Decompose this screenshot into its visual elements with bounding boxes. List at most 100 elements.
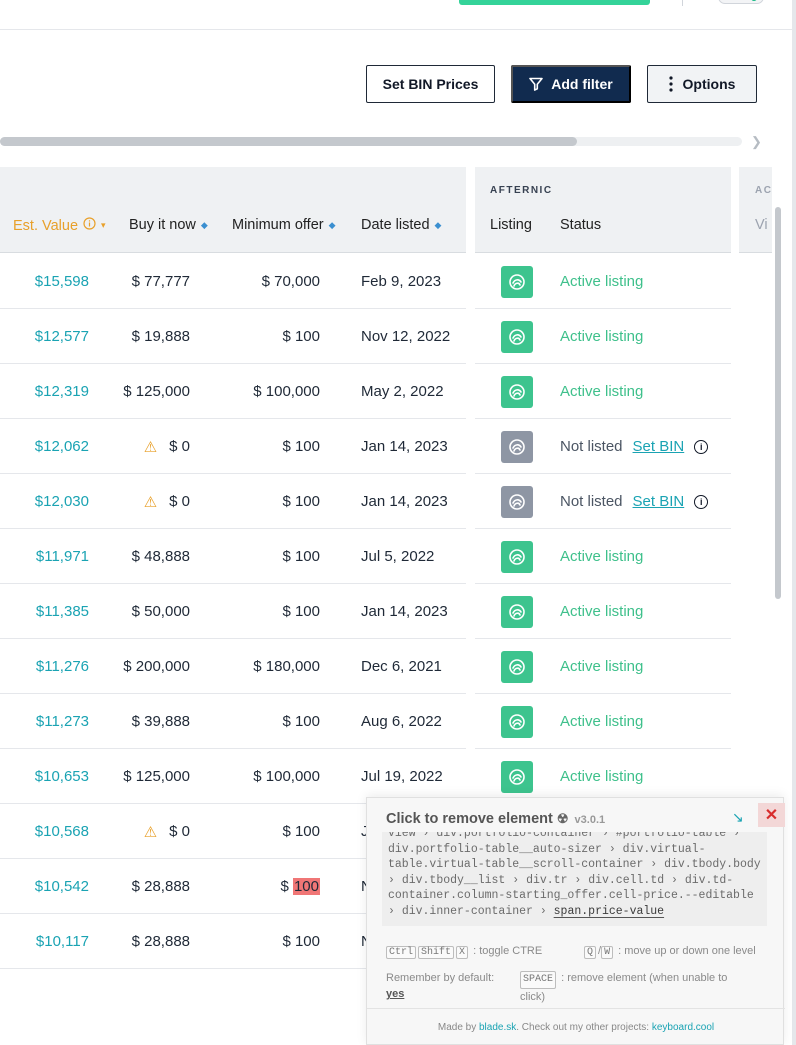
- minimum-offer-cell[interactable]: $ 100,000: [253, 749, 320, 804]
- minimum-offer-cell[interactable]: $ 100: [282, 309, 320, 364]
- buy-it-now-cell[interactable]: $ 48,888: [132, 529, 190, 584]
- primary-action-button[interactable]: [459, 0, 650, 5]
- minimum-offer-cell[interactable]: $ 100: [282, 584, 320, 639]
- est-value-cell[interactable]: $10,542: [34, 878, 89, 895]
- minimum-offer-cell[interactable]: $ 180,000: [253, 639, 320, 694]
- vertical-scrollbar[interactable]: [772, 167, 784, 1045]
- price-value-highlighted[interactable]: 100: [292, 878, 320, 895]
- path-segment[interactable]: div.inner-container: [401, 904, 533, 918]
- minimum-offer-cell[interactable]: $ 100: [282, 474, 320, 529]
- path-segment[interactable]: div.cell.td: [588, 873, 665, 887]
- buy-it-now-cell[interactable]: $ 39,888: [132, 694, 190, 749]
- est-value-cell[interactable]: $10,117: [35, 933, 89, 950]
- afternic-icon[interactable]: [501, 650, 533, 683]
- path-segment[interactable]: div.tbody__list: [401, 873, 506, 887]
- path-segment[interactable]: div.portfolio-container: [436, 832, 596, 840]
- buy-it-now-cell[interactable]: $ 77,777: [132, 254, 190, 309]
- est-value-cell[interactable]: $11,276: [35, 658, 89, 675]
- est-value-cell[interactable]: $12,319: [34, 383, 89, 400]
- info-icon[interactable]: i: [694, 494, 709, 509]
- sort-desc-icon[interactable]: ▾: [101, 220, 106, 230]
- buy-it-now-cell[interactable]: ⚠ $ 0: [144, 419, 190, 474]
- afternic-icon[interactable]: [501, 760, 533, 793]
- afternic-icon[interactable]: [501, 430, 533, 463]
- est-value-cell[interactable]: $10,568: [34, 823, 89, 840]
- buy-it-now-cell[interactable]: $ 125,000: [123, 364, 190, 419]
- buy-it-now-cell[interactable]: ⚠ $ 0: [144, 474, 190, 529]
- minimum-offer-cell[interactable]: $ 70,000: [262, 254, 320, 309]
- keyboard-cool-link[interactable]: keyboard.cool: [651, 1022, 715, 1033]
- buy-it-now-cell[interactable]: $ 28,888: [132, 914, 190, 969]
- buy-it-now-cell[interactable]: $ 28,888: [132, 859, 190, 914]
- minimum-offer-cell[interactable]: $ 100: [282, 694, 320, 749]
- toggle-switch[interactable]: [718, 0, 764, 4]
- afternic-icon[interactable]: [501, 705, 533, 738]
- buy-it-now-cell[interactable]: $ 200,000: [123, 639, 190, 694]
- est-value-cell[interactable]: $12,062: [34, 438, 89, 455]
- afternic-icon[interactable]: [501, 485, 533, 518]
- path-segment[interactable]: #portfolio-table: [615, 832, 727, 840]
- sort-icon[interactable]: ◆: [434, 219, 442, 230]
- toggle-hint: Ctrl Shift X : toggle CTRE: [386, 945, 542, 959]
- est-value-cell[interactable]: $15,598: [34, 273, 89, 290]
- horizontal-scrollbar[interactable]: [0, 134, 742, 148]
- minimum-offer-cell[interactable]: $ 100: [282, 529, 320, 584]
- buy-it-now-cell[interactable]: $ 50,000: [132, 584, 190, 639]
- remember-yes-link[interactable]: yes: [386, 988, 405, 1000]
- path-segment[interactable]: div.tr: [526, 873, 568, 887]
- minimize-icon[interactable]: ↘: [732, 809, 744, 825]
- scrollbar-thumb[interactable]: [0, 137, 577, 146]
- column-header-buy-it-now[interactable]: Buy it now ◆: [129, 217, 208, 233]
- est-value-cell[interactable]: $12,577: [34, 328, 89, 345]
- path-segment[interactable]: div.tbody.body: [664, 858, 761, 871]
- scrollbar-thumb[interactable]: [775, 207, 781, 599]
- info-icon[interactable]: i: [694, 439, 709, 454]
- scroll-right-icon[interactable]: ❯: [751, 134, 762, 149]
- set-bin-link[interactable]: Set BIN: [632, 493, 685, 510]
- afternic-icon[interactable]: [501, 320, 533, 353]
- afternic-icon[interactable]: [501, 595, 533, 628]
- author-link[interactable]: blade.sk: [479, 1022, 517, 1033]
- minimum-offer-cell[interactable]: $ 100: [280, 859, 320, 914]
- info-icon[interactable]: [83, 217, 96, 234]
- minimum-offer-cell[interactable]: $ 100: [282, 419, 320, 474]
- afternic-icon[interactable]: [501, 265, 533, 298]
- column-header-date-listed[interactable]: Date listed ◆: [361, 217, 441, 233]
- est-value-cell[interactable]: $10,653: [34, 768, 89, 785]
- row-divider: [475, 748, 731, 749]
- sort-icon[interactable]: ◆: [200, 219, 208, 230]
- est-value-cell[interactable]: $11,385: [35, 603, 89, 620]
- add-filter-button[interactable]: Add filter: [511, 65, 631, 103]
- minimum-offer-cell[interactable]: $ 100,000: [253, 364, 320, 419]
- date-listed-cell: Jul 19, 2022: [361, 768, 443, 785]
- buy-it-now-cell[interactable]: ⚠ $ 0: [144, 804, 190, 859]
- minimum-offer-cell[interactable]: $ 100: [282, 914, 320, 969]
- path-segment[interactable]: view: [388, 832, 416, 840]
- column-header-est-value[interactable]: Est. Value ▾: [13, 217, 106, 234]
- set-bin-prices-button[interactable]: Set BIN Prices: [366, 65, 495, 103]
- row-divider: [0, 418, 466, 419]
- path-segment[interactable]: span.price-value: [553, 904, 665, 918]
- afternic-icon[interactable]: [501, 540, 533, 573]
- buy-it-now-cell[interactable]: $ 19,888: [132, 309, 190, 364]
- afternic-icon[interactable]: [501, 375, 533, 408]
- set-bin-link[interactable]: Set BIN: [632, 438, 685, 455]
- close-button[interactable]: ✕: [758, 803, 785, 827]
- est-value-cell[interactable]: $11,971: [35, 548, 89, 565]
- path-segment[interactable]: div.td-container.column-starting_offer.c…: [388, 873, 754, 903]
- status-cell: Active listing: [560, 529, 643, 584]
- date-listed-cell: Jul 5, 2022: [361, 548, 435, 565]
- path-segment[interactable]: div.virtual-table.virtual-table__scroll-…: [388, 842, 706, 872]
- buy-it-now-cell[interactable]: $ 125,000: [123, 749, 190, 804]
- table-row: $10,653 $ 125,000 $ 100,000 Jul 19, 2022 Act…: [0, 749, 772, 804]
- column-header-minimum-offer[interactable]: Minimum offer ◆: [232, 217, 336, 233]
- est-value-cell[interactable]: $11,273: [35, 713, 89, 730]
- table-row: $12,030 ⚠ $ 0 $ 100 Jan 14, 2023 Not listed Se…: [0, 474, 772, 529]
- row-divider: [0, 473, 466, 474]
- path-segment[interactable]: div.portfolio-table__auto-sizer: [388, 842, 602, 856]
- sort-icon[interactable]: ◆: [328, 219, 336, 230]
- options-button[interactable]: Options: [647, 65, 757, 103]
- buy-it-now-value: $ 0: [169, 823, 190, 840]
- minimum-offer-cell[interactable]: $ 100: [282, 804, 320, 859]
- est-value-cell[interactable]: $12,030: [34, 493, 89, 510]
